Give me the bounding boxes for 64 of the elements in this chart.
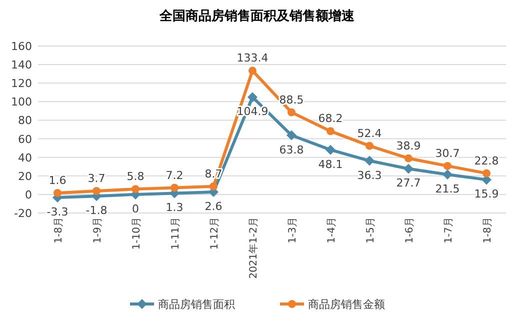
x-tick-label: 1-8月 bbox=[54, 217, 64, 244]
point bbox=[210, 182, 218, 190]
point bbox=[366, 142, 374, 150]
y-tick-label: 40 bbox=[18, 151, 32, 164]
y-tick-label: 120 bbox=[11, 77, 32, 90]
x-tick-label: 1-4月 bbox=[326, 217, 338, 244]
data-label: 1.3 bbox=[166, 201, 184, 214]
point bbox=[326, 144, 336, 155]
chart-title: 全国商品房销售面积及销售额增速 bbox=[158, 8, 356, 24]
y-tick-label: 100 bbox=[11, 96, 32, 109]
point bbox=[286, 130, 296, 140]
data-label: 3.7 bbox=[88, 172, 106, 186]
point bbox=[132, 185, 140, 194]
y-tick-label: 160 bbox=[11, 40, 32, 53]
point bbox=[404, 164, 414, 174]
point bbox=[54, 188, 62, 197]
x-tick-label: 1-10月 bbox=[132, 217, 142, 250]
data-label: 21.5 bbox=[435, 182, 460, 196]
data-label: 133.4 bbox=[236, 52, 268, 65]
data-label: 2.6 bbox=[204, 200, 222, 214]
data-label: 15.9 bbox=[474, 188, 499, 201]
y-tick-label: -20 bbox=[14, 207, 32, 220]
y-tick-label: 0 bbox=[25, 188, 32, 202]
x-tick-label: 1-9月 bbox=[92, 217, 104, 244]
point bbox=[444, 162, 452, 170]
data-label: 5.8 bbox=[126, 170, 144, 184]
x-tick-label: 2021年1-2月 bbox=[248, 217, 260, 279]
x-tick-label: 1-12月 bbox=[210, 217, 220, 250]
data-label: 0 bbox=[132, 202, 139, 216]
data-label: 38.9 bbox=[396, 139, 421, 152]
point bbox=[248, 92, 258, 102]
point bbox=[364, 156, 374, 166]
point bbox=[248, 66, 256, 75]
point bbox=[326, 127, 334, 136]
data-label: -3.3 bbox=[46, 206, 68, 219]
legend-label: 商品房销售金额 bbox=[308, 298, 385, 311]
y-tick-label: 20 bbox=[18, 170, 32, 183]
point bbox=[170, 184, 178, 192]
point bbox=[442, 169, 452, 180]
y-tick-label: 80 bbox=[18, 114, 32, 128]
x-tick-label: 1-7月 bbox=[444, 217, 454, 244]
data-label: 52.4 bbox=[357, 126, 382, 140]
data-label: 48.1 bbox=[318, 158, 343, 171]
legend-label: 商品房销售面积 bbox=[158, 298, 235, 311]
x-tick-label: 1-5月 bbox=[366, 217, 376, 244]
data-label: 1.6 bbox=[48, 174, 66, 187]
point bbox=[288, 108, 296, 116]
data-label: 27.7 bbox=[396, 176, 421, 190]
x-tick-label: 1-3月 bbox=[288, 217, 298, 244]
data-label: 7.2 bbox=[166, 168, 184, 182]
data-label: 36.3 bbox=[357, 168, 382, 182]
point bbox=[404, 154, 412, 162]
x-tick-label: 1-11月 bbox=[170, 217, 182, 250]
y-tick-label: 60 bbox=[18, 132, 32, 146]
data-label: 63.8 bbox=[279, 143, 304, 156]
x-tick-label: 1-6月 bbox=[404, 217, 416, 244]
point bbox=[92, 187, 100, 196]
data-label: 22.8 bbox=[474, 154, 499, 168]
y-tick-label: 140 bbox=[11, 58, 32, 72]
data-label: -1.8 bbox=[86, 204, 108, 218]
x-tick-label: 1-8月 bbox=[482, 217, 494, 244]
data-label: 30.7 bbox=[435, 146, 460, 160]
point bbox=[482, 169, 490, 178]
data-label: 68.2 bbox=[318, 112, 343, 126]
